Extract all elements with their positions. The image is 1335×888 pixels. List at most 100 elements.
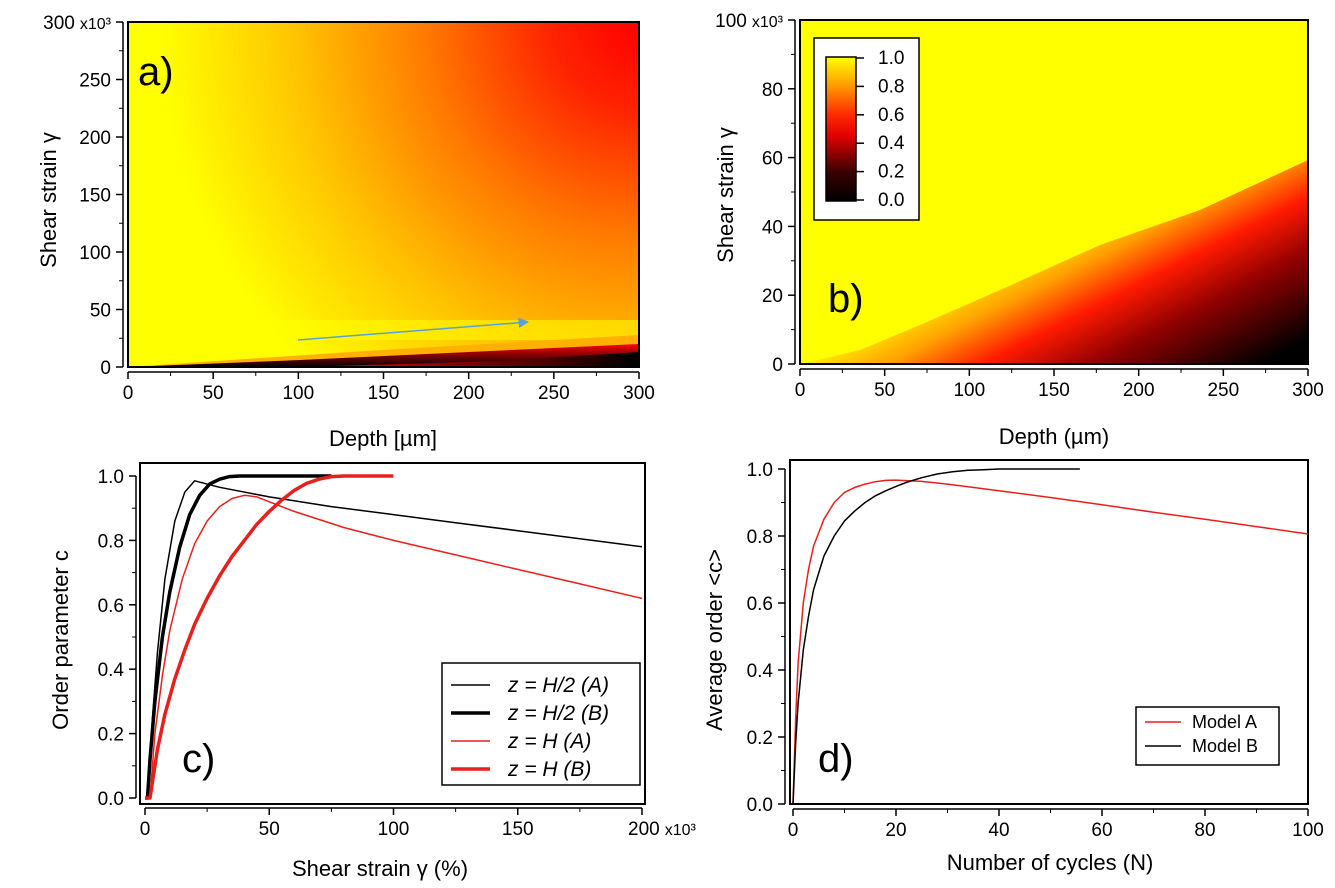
x-tick-label: 0	[140, 819, 151, 840]
series-line-1	[792, 479, 1309, 805]
y-tick-label: 200	[79, 128, 111, 149]
x-tick-label: 250	[538, 383, 570, 404]
panel-b-xlabel: Depth (µm)	[999, 424, 1109, 449]
y-tick-label: 100	[79, 243, 111, 264]
series-line-1	[145, 480, 643, 799]
y-tick-label: 0.0	[98, 789, 124, 810]
y-tick-label: 40	[762, 217, 783, 238]
x-tick-label: 50	[874, 380, 895, 401]
series-line-3	[145, 494, 643, 799]
y-tick-label: 0.6	[747, 594, 773, 615]
x-tick-label: 0	[788, 820, 799, 841]
y-tick-label: 60	[762, 149, 783, 170]
y-tick-label: 0.4	[98, 660, 125, 681]
x-tick-label: 100	[282, 383, 314, 404]
panel-d-axes: 0 20 40 60 80 100 0.0 0.2 0.4 0.6 0.8 1.0	[747, 460, 1324, 841]
x-tick-label: 150	[368, 383, 400, 404]
y-tick-label: 0.2	[747, 728, 773, 749]
y-tick-label: 1.0	[747, 460, 773, 481]
series-line-2	[792, 468, 1080, 805]
x-tick-label: 0	[123, 383, 134, 404]
panel-c-ylabel: Order parameter c	[48, 550, 73, 730]
y-tick-label: 0.8	[98, 531, 124, 552]
x-tick-label: 150	[1038, 380, 1070, 401]
x-tick-label: 200	[453, 383, 485, 404]
panel-b: 1.00.80.60.40.20.0 b) 0 50 100 150 200 250 300…	[713, 11, 1324, 449]
panel-d-label: d)	[818, 737, 854, 781]
legend-c-entry-3: z = H (A)	[507, 730, 591, 753]
panel-c-legend: z = H/2 (A) z = H/2 (B) z = H (A) z = H …	[441, 662, 641, 786]
panel-d: Model A Model B d) 0 20 40 60 80 100 0.0 0.2 0.4…	[702, 459, 1324, 875]
panel-a-xlabel: Depth [µm]	[329, 426, 437, 451]
colorbar: 1.0 0.8 0.6 0.4 0.2 0.0	[813, 37, 920, 221]
x-tick-label: 250	[1207, 380, 1239, 401]
panel-d-ylabel: Average order <c>	[702, 549, 727, 731]
x-tick-label: 40	[988, 820, 1009, 841]
panel-a-arrow	[297, 317, 530, 341]
colorbar-tick-label: 0.8	[878, 76, 904, 97]
x-tick-label: 300	[623, 383, 655, 404]
y-tick-label: 100 x10³	[715, 11, 784, 32]
y-tick-label: 150	[79, 186, 111, 207]
x-tick-label: 100	[953, 380, 985, 401]
panel-b-label: b)	[828, 277, 864, 321]
panel-d-xlabel: Number of cycles (N)	[947, 850, 1154, 875]
panel-b-ylabel: Shear strain γ	[713, 127, 738, 263]
panel-a-frame	[127, 21, 640, 368]
y-tick-label: 20	[762, 286, 783, 307]
y-tick-label: 0	[100, 358, 111, 379]
y-tick-label: 1.0	[98, 467, 124, 488]
panel-c-axes: 0 50 100 150 200 x10³ 0.0 0.2 0.4 0.6 0.8 1.0	[98, 467, 697, 840]
x-tick-label: 20	[885, 820, 906, 841]
colorbar-gradient	[825, 56, 857, 202]
x-tick-label: 60	[1091, 820, 1112, 841]
x-tick-label: 100	[378, 819, 410, 840]
x-tick-label: 0	[795, 380, 806, 401]
x-tick-label: 50	[259, 819, 280, 840]
panel-a-label: a)	[138, 50, 174, 94]
legend-c-entry-2: z = H/2 (B)	[507, 702, 609, 725]
x-tick-label: 200 x10³	[628, 819, 697, 840]
colorbar-tick-label: 0.6	[878, 105, 904, 126]
x-tick-label: 50	[203, 383, 224, 404]
y-tick-label: 0.0	[747, 795, 773, 816]
panel-a: a) 0 50 100 150 200 250 300 0 50 100 150 200 250 300 x…	[36, 13, 655, 451]
heatmap-a-lower-dark	[300, 352, 639, 367]
y-tick-label: 0	[772, 355, 783, 376]
panel-d-lines	[792, 468, 1309, 805]
colorbar-tick-label: 0.4	[878, 133, 905, 154]
legend-d-entry-2: Model B	[1192, 736, 1258, 756]
legend-c-entry-4: z = H (B)	[507, 758, 591, 781]
y-tick-label: 250	[79, 71, 111, 92]
y-tick-label: 80	[762, 80, 783, 101]
colorbar-tick-label: 0.2	[878, 162, 904, 183]
colorbar-tick-label: 0.0	[878, 190, 904, 211]
panel-b-axes: 0 50 100 150 200 250 300 0 20 40 60 80 100 x10³	[715, 11, 1324, 401]
y-tick-label: 0.8	[747, 527, 773, 548]
y-tick-label: 300 x10³	[43, 13, 112, 34]
x-tick-label: 100	[1292, 820, 1324, 841]
heatmap-a-band	[128, 320, 639, 340]
panel-c-lines	[145, 474, 643, 800]
panel-d-legend: Model A Model B	[1135, 706, 1280, 766]
heatmap-b-wedge	[800, 160, 1308, 364]
x-tick-label: 150	[502, 819, 534, 840]
series-line-4	[145, 474, 394, 800]
legend-d-entry-1: Model A	[1192, 712, 1257, 732]
panel-a-axes: 0 50 100 150 200 250 300 0 50 100 150 200 250 300 x10³	[43, 13, 655, 404]
panel-c: z = H/2 (A) z = H/2 (B) z = H (A) z = H …	[48, 462, 697, 881]
x-tick-label: 300	[1292, 380, 1324, 401]
y-tick-label: 0.2	[98, 725, 124, 746]
panel-c-label: c)	[182, 737, 215, 781]
panel-a-heatmap	[128, 22, 639, 367]
panel-a-ylabel: Shear strain γ	[36, 132, 61, 268]
legend-c-box	[441, 662, 641, 786]
x-tick-label: 200	[1123, 380, 1155, 401]
colorbar-ticks: 1.0 0.8 0.6 0.4 0.2 0.0	[856, 48, 905, 211]
colorbar-tick-label: 1.0	[878, 48, 904, 69]
x-tick-label: 80	[1194, 820, 1215, 841]
y-tick-label: 50	[90, 301, 111, 322]
heatmap-a-field	[128, 22, 639, 367]
panel-b-frame	[799, 19, 1309, 365]
